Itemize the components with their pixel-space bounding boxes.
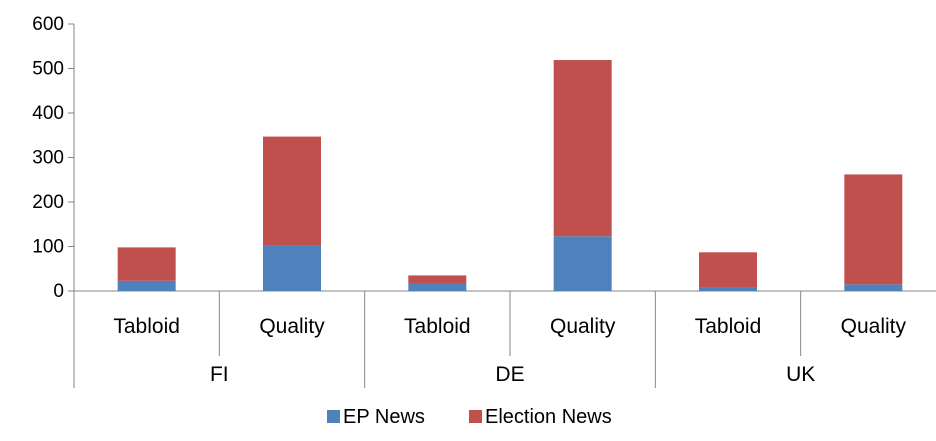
bar-ep-news-2 bbox=[408, 282, 467, 291]
y-tick-label: 400 bbox=[32, 103, 64, 124]
y-tick-label: 100 bbox=[32, 237, 64, 258]
bar-election-news-0 bbox=[117, 247, 176, 281]
y-tick-label: 600 bbox=[32, 14, 64, 35]
y-tick-label: 500 bbox=[32, 59, 64, 80]
x-tick-label: Tabloid bbox=[113, 315, 180, 338]
bar-election-news-4 bbox=[699, 252, 757, 288]
bar-election-news-5 bbox=[844, 174, 903, 285]
group-label: DE bbox=[495, 363, 524, 386]
x-tick-label: Tabloid bbox=[695, 315, 762, 338]
group-label: UK bbox=[786, 363, 815, 386]
x-tick-label: Quality bbox=[841, 315, 907, 338]
bar-election-news-1 bbox=[263, 136, 321, 246]
axes bbox=[68, 23, 936, 388]
bar-ep-news-5 bbox=[844, 284, 903, 291]
y-tick-label: 200 bbox=[32, 192, 64, 213]
axis-labels: 0 100 200 300 400 500 600 Tabloid Quality Tabloid… bbox=[32, 14, 906, 386]
bar-election-news-2 bbox=[408, 275, 467, 283]
bar-ep-news-3 bbox=[553, 236, 612, 291]
legend-swatch bbox=[469, 410, 482, 423]
y-tick-label: 0 bbox=[53, 281, 64, 302]
x-tick-label: Tabloid bbox=[404, 315, 471, 338]
bar-ep-news-0 bbox=[117, 280, 176, 291]
group-label: FI bbox=[210, 363, 229, 386]
x-tick-label: Quality bbox=[550, 315, 616, 338]
x-tick-label: Quality bbox=[259, 315, 325, 338]
legend-swatch bbox=[327, 410, 340, 423]
bar-ep-news-4 bbox=[699, 287, 757, 291]
legend-label: Election News bbox=[485, 406, 612, 428]
legend-label: EP News bbox=[343, 406, 425, 428]
bar-election-news-3 bbox=[553, 60, 612, 237]
bars bbox=[117, 60, 903, 291]
y-tick-label: 300 bbox=[32, 148, 64, 169]
legend: EP News Election News bbox=[327, 406, 612, 428]
bar-ep-news-1 bbox=[263, 245, 321, 291]
